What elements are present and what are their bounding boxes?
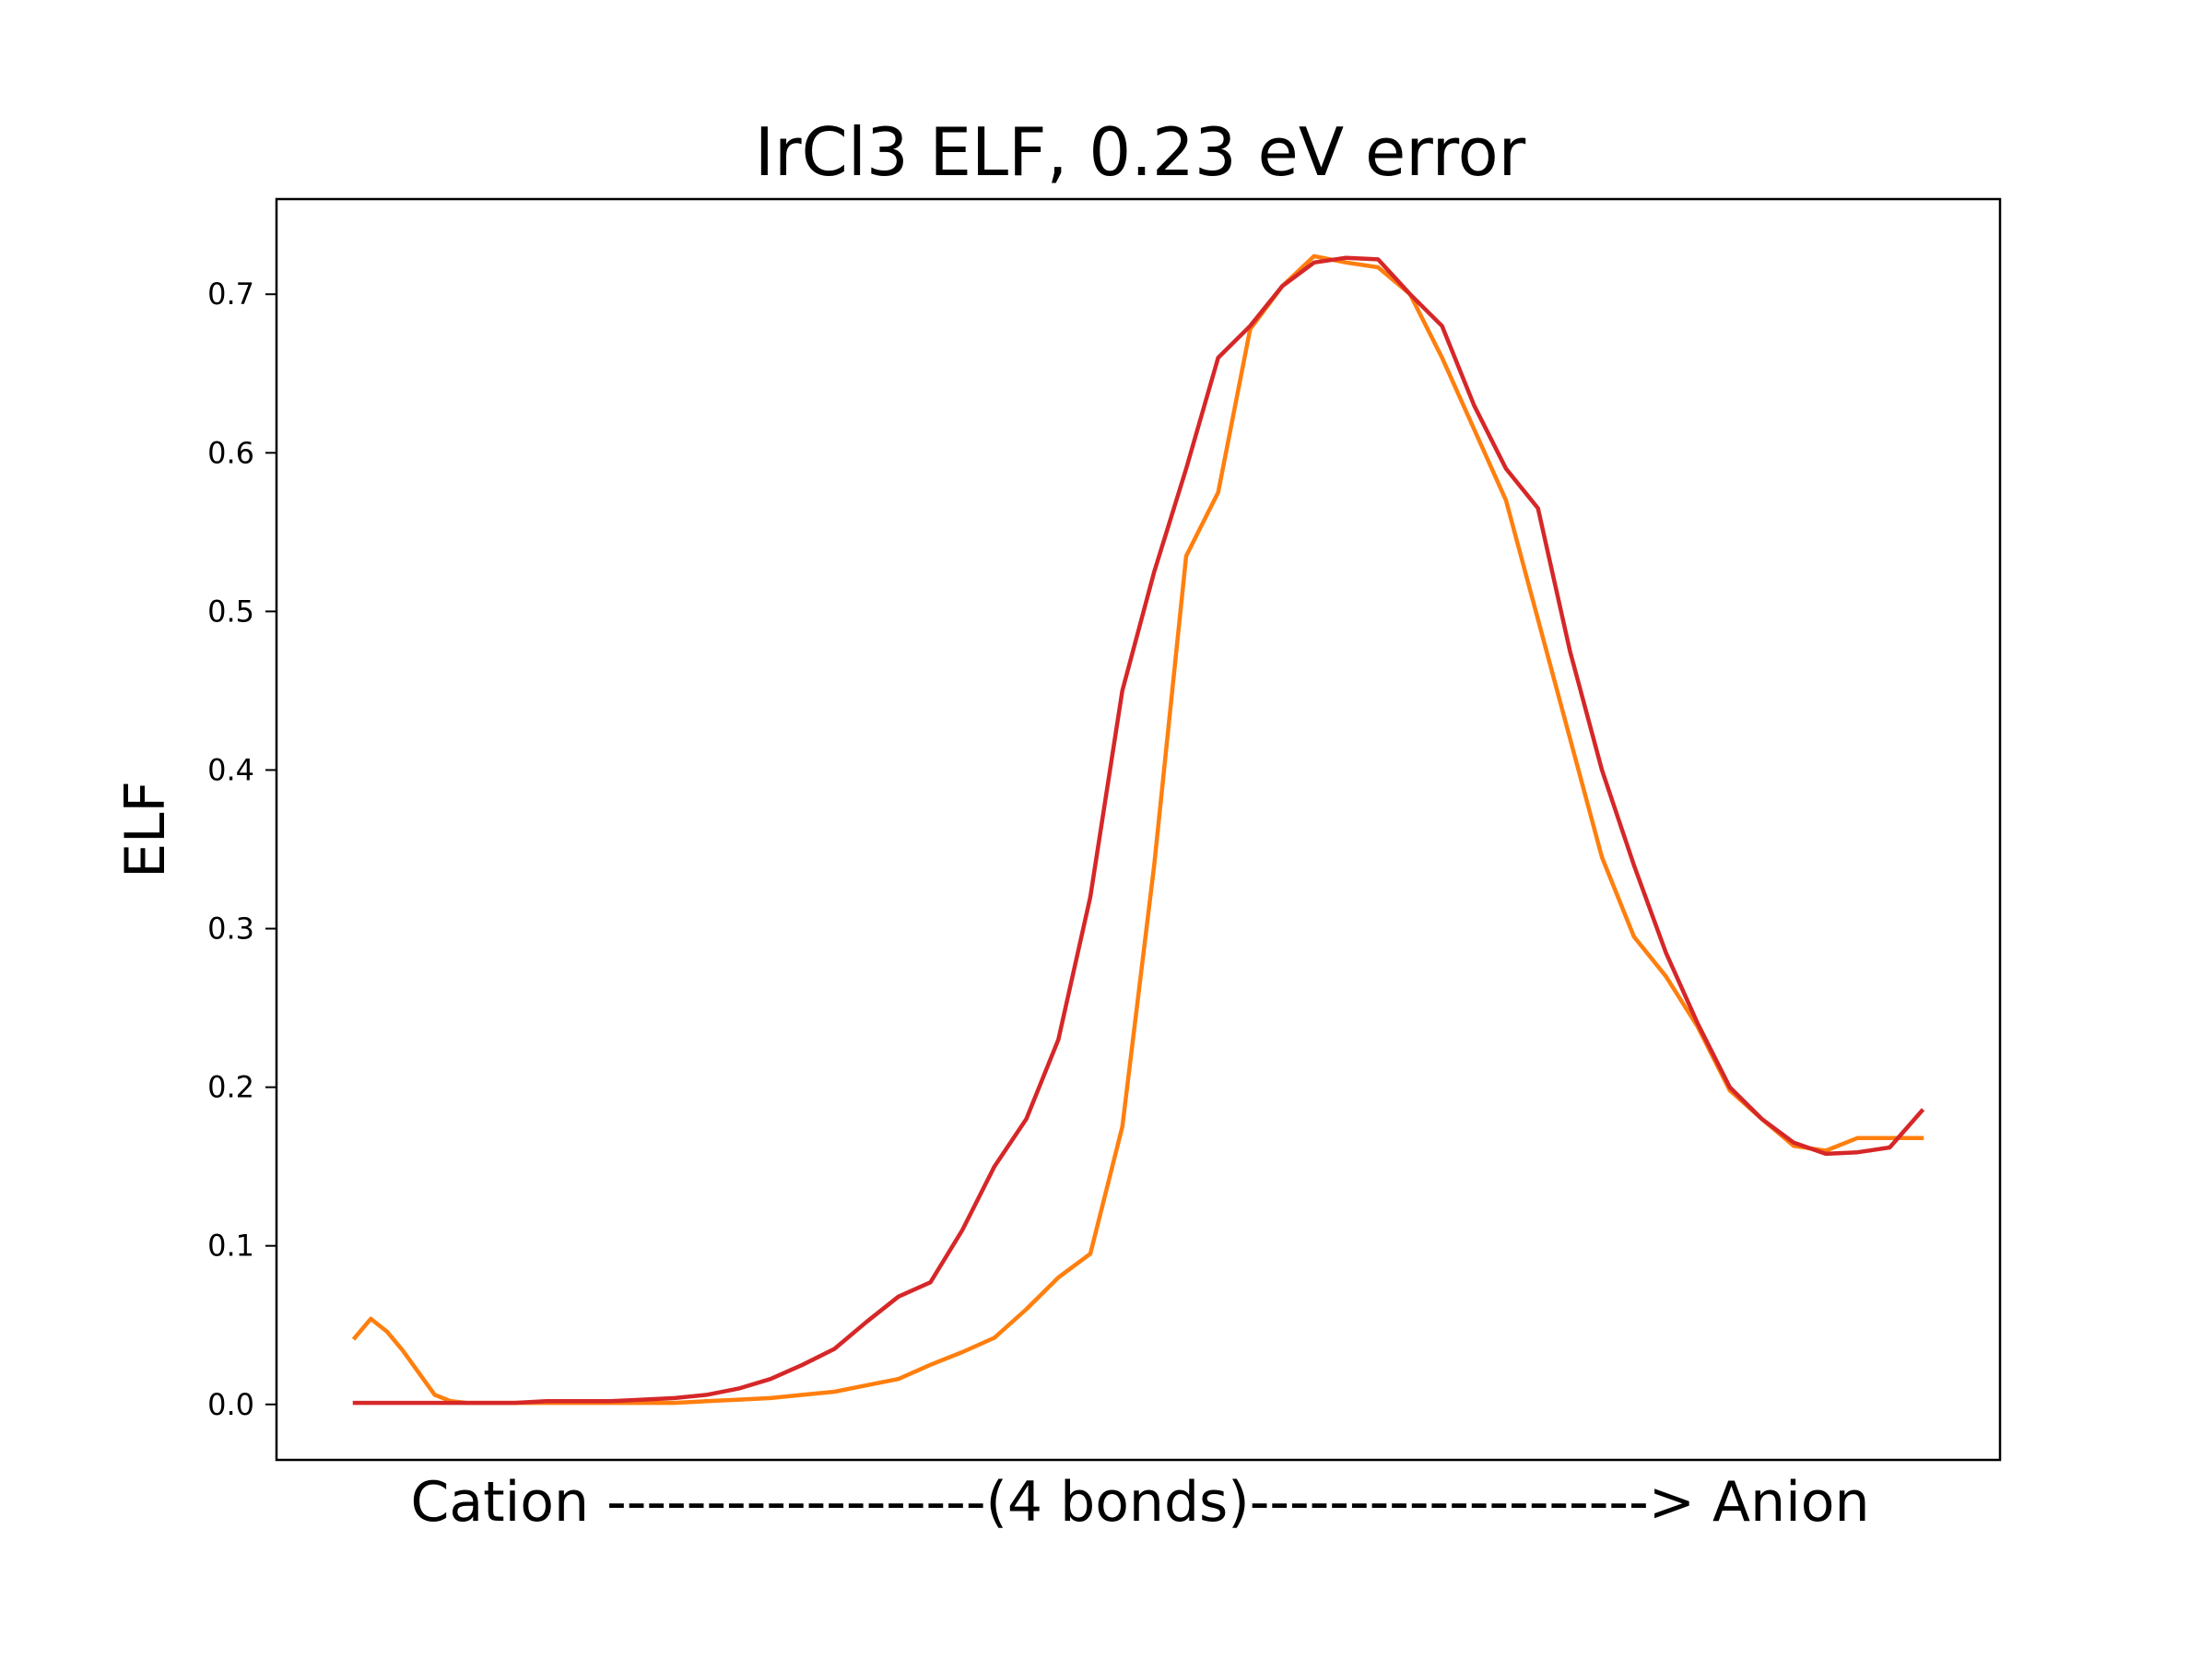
y-tick-label: 0.4 [207,752,254,787]
x-axis-label: Cation -------------------(4 bonds)-----… [410,1470,1869,1535]
y-tick-label: 0.1 [207,1229,254,1264]
plot-frame [275,197,2002,1462]
chart-title: IrCl3 ELF, 0.23 eV error [755,113,1526,191]
y-tick-label: 0.2 [207,1070,254,1105]
series-line-2 [352,255,1925,1406]
y-tick-label: 0.0 [207,1387,254,1422]
y-tick-label: 0.3 [207,912,254,947]
y-tick-label: 0.5 [207,594,254,629]
y-axis: 0.0 0.1 0.2 0.3 0.4 0.5 0.6 0.7 [207,276,276,1422]
plot-area [351,253,1925,1406]
y-tick-label: 0.6 [207,435,254,470]
y-tick-label: 0.7 [207,276,254,312]
y-axis-label: ELF [113,781,178,878]
